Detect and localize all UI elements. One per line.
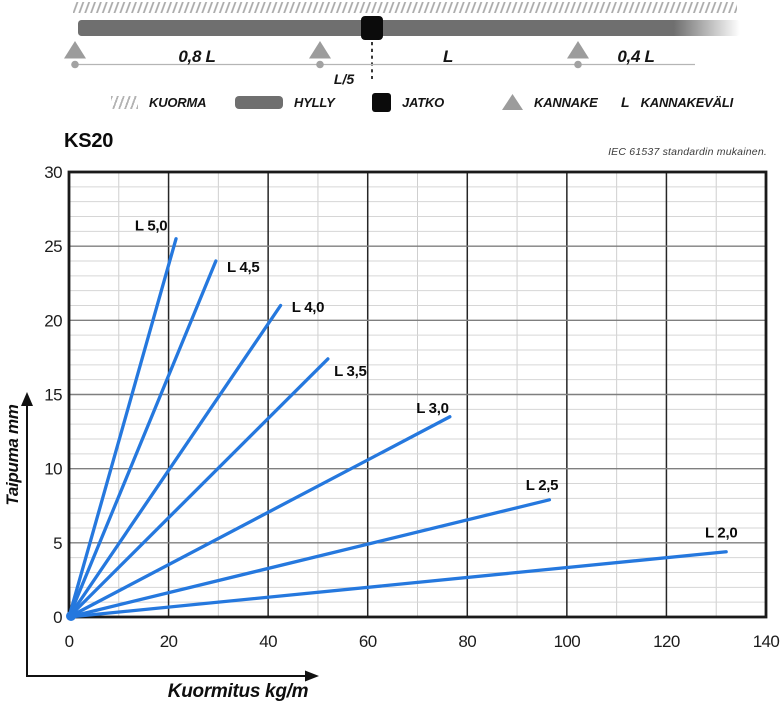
series-line [67,498,552,619]
standard-note: IEC 61537 standardin mukainen. [608,146,767,158]
series-line [67,415,452,619]
support-pivot-dot [71,60,79,69]
joint-square-icon [372,92,391,112]
x-axis-title: Kuormitus kg/m [168,681,309,702]
series-line [67,237,178,619]
legend-label-jatko: JATKO [402,94,445,110]
series-label: L 3,0 [416,400,448,417]
support-triangle-icon [502,94,523,110]
deflection-chart: L 5,0 L 4,5 L 4,0 L 3,5 L 3,0 L 2,5 L 2,0 0 20 40… [3,163,780,702]
series-line [67,550,728,619]
x-tick-label: 60 [359,632,377,651]
x-tick-label: 40 [259,632,277,651]
series-label: L 3,5 [334,363,366,380]
joint-offset-label: L/5 [334,71,354,87]
legend-item-kuorma: KUORMA [111,91,206,113]
y-tick-label: 25 [44,237,62,256]
legend-item-jatko: JATKO [372,91,444,113]
legend-item-kannake: KANNAKE [502,91,598,113]
legend-item-hylly: HYLLY [235,91,335,113]
x-axis-arrowhead-icon [305,670,319,682]
load-diagram: 0,8 L L 0,4 L L/5 [64,2,740,87]
y-tick-label: 0 [53,608,62,627]
y-tick-label: 20 [44,311,62,330]
x-tick-label: 120 [653,632,680,651]
span-label-middle: L [443,47,453,66]
diagram-legend: KUORMA HYLLY JATKO KANNAKE L KANNAKEVÄLI [0,87,784,119]
x-tick-label: 140 [753,632,780,651]
x-tick-label: 100 [554,632,581,651]
series-label: L 2,0 [705,524,737,541]
page-title: KS20 [64,130,114,152]
support-pivot-dot [316,60,324,69]
series-label: L 5,0 [135,217,167,234]
legend-label-kannake: KANNAKE [534,94,598,110]
plot-border [67,170,768,619]
support-pivot-dot [574,60,582,69]
legend-label-kannakevali: KANNAKEVÄLI [640,94,734,110]
y-tick-label: 5 [53,534,62,553]
legend-label-hylly: HYLLY [294,94,335,110]
y-tick-label: 30 [44,163,62,182]
series-line [67,357,330,619]
y-axis-title: Taipuma mm [3,404,22,505]
span-symbol: L [621,94,630,110]
x-tick-label: 20 [160,632,178,651]
series-label: L 4,5 [227,259,259,276]
support-triangle-icon [567,41,589,59]
support-triangle-icon [64,41,86,59]
series-label: L 2,5 [526,477,558,494]
origin-dot [66,611,76,621]
load-hatch-icon [111,95,138,109]
series-line [67,259,218,619]
y-tick-label: 10 [44,460,62,479]
y-axis-arrowhead-icon [21,392,33,406]
series-label: L 4,0 [292,299,324,316]
legend-item-kannakevali: L KANNAKEVÄLI [621,91,733,113]
load-hatch-strip [73,2,737,13]
series-line [67,303,283,619]
x-tick-label: 0 [65,632,74,651]
support-triangle-icon [309,41,331,59]
y-tick-label: 15 [44,386,62,405]
span-label-left: 0,8 L [178,47,215,66]
span-label-right: 0,4 L [617,47,654,66]
joint-square [361,16,383,40]
x-tick-label: 80 [458,632,476,651]
shelf-bar-icon [235,95,283,109]
legend-label-kuorma: KUORMA [149,94,207,110]
shelf-bar [78,20,740,36]
